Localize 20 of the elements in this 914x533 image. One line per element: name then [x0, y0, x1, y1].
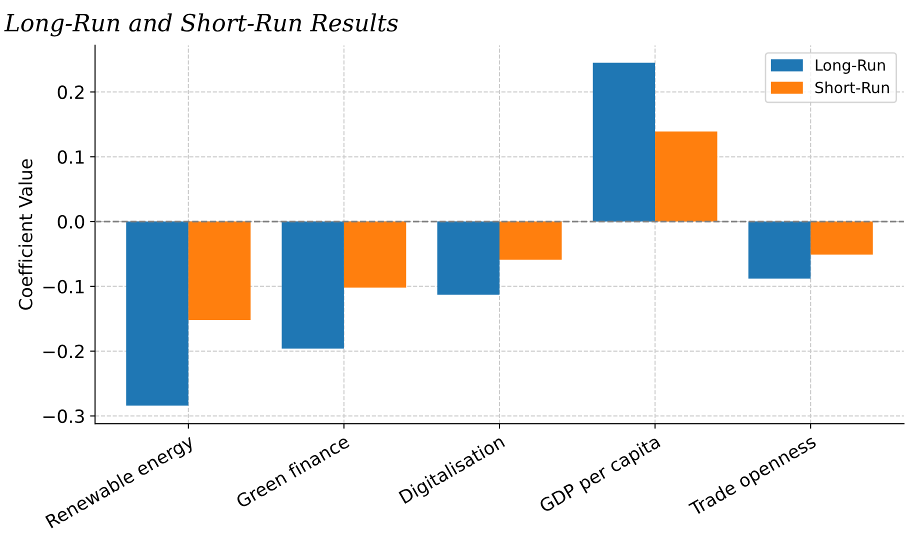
bar [592, 62, 656, 222]
bar [437, 222, 500, 295]
bar [188, 222, 251, 320]
y-tick-label: 0.1 [58, 150, 84, 164]
bar [655, 131, 718, 222]
chart-title: Long-Run and Short-Run Results [4, 13, 398, 37]
bar [126, 222, 188, 406]
y-tick-label: −0.3 [43, 409, 84, 424]
legend-label: Long-Run [816, 60, 885, 74]
y-tick-label: 0.0 [58, 215, 84, 229]
bar [810, 222, 873, 255]
bar [748, 222, 811, 279]
bar [282, 222, 344, 349]
legend-label: Short-Run [815, 81, 889, 94]
bar [344, 222, 406, 288]
bar [500, 222, 562, 260]
y-tick-label: −0.1 [43, 280, 84, 294]
y-tick-label: −0.2 [43, 344, 84, 358]
y-axis-title: Coefficient Value [18, 159, 32, 310]
y-tick-label: 0.2 [58, 85, 84, 100]
